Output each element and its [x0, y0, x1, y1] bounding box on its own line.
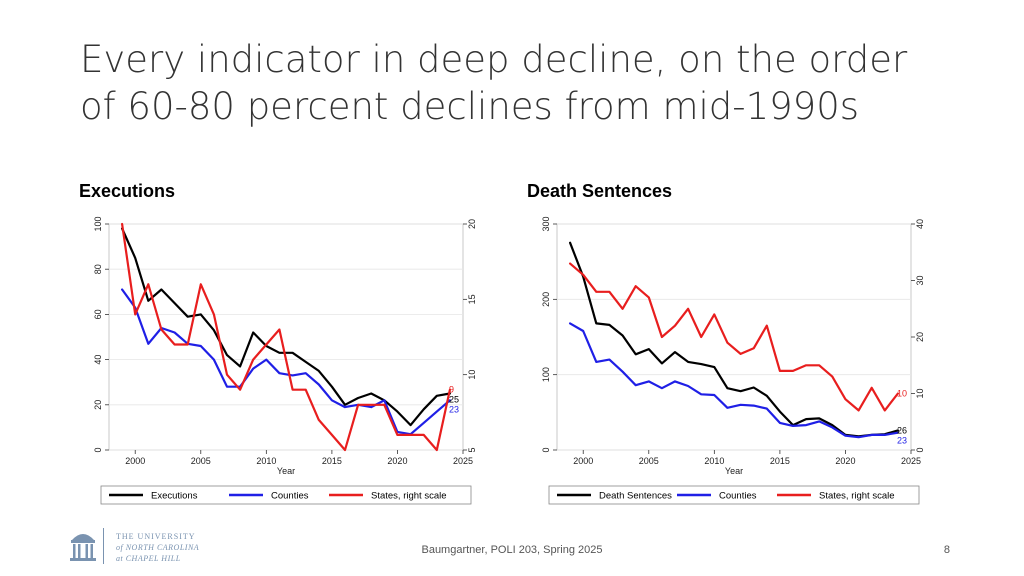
x-tick-label: 2000 [573, 456, 593, 466]
right-tick-label: 10 [915, 388, 925, 398]
x-tick-label: 2020 [835, 456, 855, 466]
left-tick-label: 0 [93, 447, 103, 452]
end-label-death-sentences: 26 [897, 425, 907, 435]
left-tick-label: 80 [93, 264, 103, 274]
right-tick-label: 0 [915, 447, 925, 452]
logo-line-1: THE UNIVERSITY [116, 532, 196, 541]
right-tick-label: 10 [467, 370, 477, 380]
executions-chart: 0 20 40 60 80 100 5 10 15 20 2000 2005 2010 2015 2020 2… [79, 214, 502, 509]
left-tick-label: 20 [93, 400, 103, 410]
footer-text: Baumgartner, POLI 203, Spring 2025 [421, 544, 603, 556]
page-number: 8 [943, 544, 950, 556]
right-tick-label: 15 [467, 294, 477, 304]
plot-area [108, 223, 464, 451]
right-tick-label: 20 [915, 332, 925, 342]
x-axis-title: Year [277, 466, 295, 476]
legend-box [548, 485, 920, 505]
left-tick-label: 100 [541, 367, 551, 382]
legend-label-counties: Counties [271, 491, 309, 502]
logo-line-2: of NORTH CAROLINA [116, 543, 200, 552]
left-tick-label: 60 [93, 309, 103, 319]
left-tick-label: 300 [541, 216, 551, 231]
end-label-states-right-scale: 10 [897, 389, 907, 399]
right-tick-label: 5 [467, 447, 477, 452]
logo-line-3: at CHAPEL HILL [116, 554, 181, 563]
x-tick-label: 2010 [704, 456, 724, 466]
legend-label-states-right-scale: States, right scale [371, 491, 447, 502]
death-sentences-chart-svg: 0 100 200 300 0 10 20 30 40 2000 2005 2010 2015 2020 2… [541, 216, 925, 505]
x-tick-label: 2000 [125, 456, 145, 466]
right-tick-label: 30 [915, 275, 925, 285]
legend-label-counties: Counties [719, 491, 757, 502]
end-label-counties: 23 [897, 435, 907, 445]
series-states-right-scale [568, 262, 899, 412]
series-states-right-scale [120, 222, 451, 452]
old-well-icon [70, 528, 104, 564]
death-sentences-heading: Death Sentences [527, 181, 673, 201]
end-label-states-right-scale: 9 [449, 385, 454, 395]
right-tick-label: 40 [915, 219, 925, 229]
x-tick-label: 2020 [387, 456, 407, 466]
executions-heading: Executions [79, 181, 176, 201]
left-tick-label: 0 [541, 447, 551, 452]
legend-label-states-right-scale: States, right scale [819, 491, 895, 502]
end-label-counties: 23 [449, 405, 459, 415]
series-counties [120, 288, 451, 436]
legend-label-death-sentences: Death Sentences [599, 491, 672, 502]
x-axis-title: Year [725, 466, 743, 476]
end-label-executions: 25 [449, 395, 459, 405]
left-tick-label: 40 [93, 355, 103, 365]
legend-box [100, 485, 472, 505]
unc-logo: THE UNIVERSITY of NORTH CAROLINA at CHAP… [66, 526, 226, 566]
left-tick-label: 200 [541, 292, 551, 307]
x-tick-label: 2015 [322, 456, 342, 466]
slide-title: Every indicator in deep decline, on the … [80, 36, 980, 130]
executions-chart-svg: 0 20 40 60 80 100 5 10 15 20 2000 2005 2010 2015 2020 2… [93, 216, 477, 505]
x-tick-label: 2005 [639, 456, 659, 466]
title-line-1: Every indicator in deep decline, on the … [80, 38, 908, 81]
x-tick-label: 2025 [901, 456, 921, 466]
right-tick-label: 20 [467, 219, 477, 229]
x-tick-label: 2010 [256, 456, 276, 466]
plot-area [556, 223, 912, 451]
series-executions [120, 227, 451, 427]
x-tick-label: 2005 [191, 456, 211, 466]
x-tick-label: 2025 [453, 456, 473, 466]
left-tick-label: 100 [93, 216, 103, 231]
death-sentences-chart: 0 100 200 300 0 10 20 30 40 2000 2005 2010 2015 2020 2… [527, 214, 950, 509]
series-counties [568, 322, 899, 439]
title-line-2: of 60-80 percent declines from mid-1990s [80, 85, 860, 128]
legend-label-executions: Executions [151, 491, 198, 502]
x-tick-label: 2015 [770, 456, 790, 466]
